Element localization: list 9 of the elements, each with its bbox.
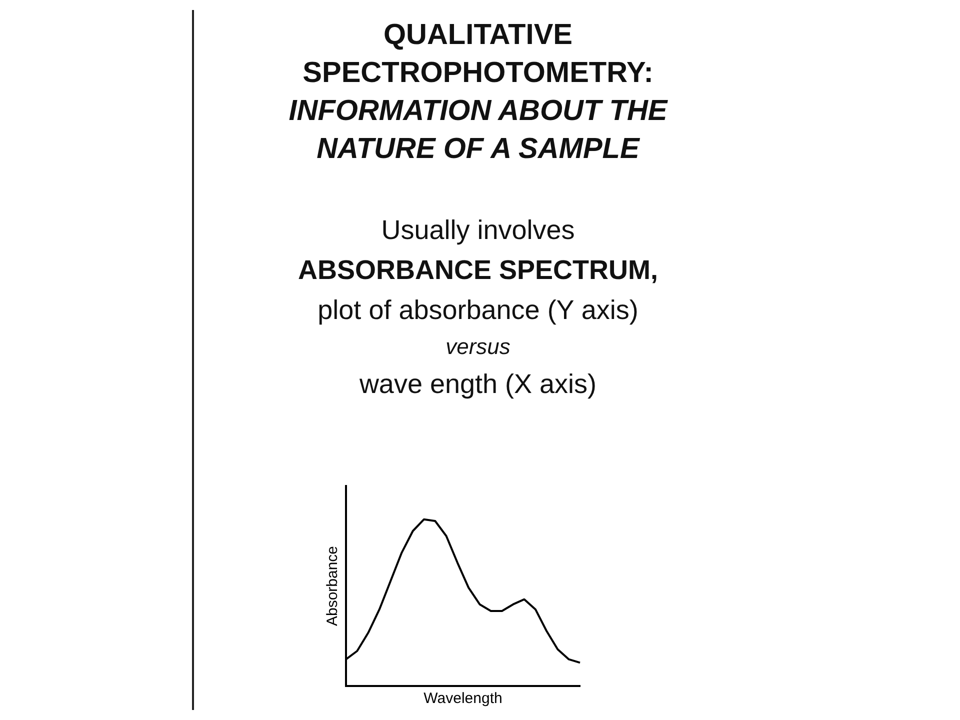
- text: versus: [444, 333, 512, 361]
- y-axis-title: Absorbance: [324, 546, 342, 626]
- x-axis-title: Wavelength: [424, 690, 502, 708]
- text: ABSORBANCE SPECTRUM,: [296, 254, 660, 287]
- text: Usually involves: [380, 214, 576, 247]
- chart-title: QUALITATIVE SPECTROPHOTOMETRY:: [302, 18, 654, 91]
- text: wave ength (X axis): [358, 368, 598, 401]
- text: plot of absorbance (Y axis): [316, 294, 640, 327]
- chart-subtitle: INFORMATION ABOUT THE NATURE OF A SAMPLE: [288, 94, 669, 167]
